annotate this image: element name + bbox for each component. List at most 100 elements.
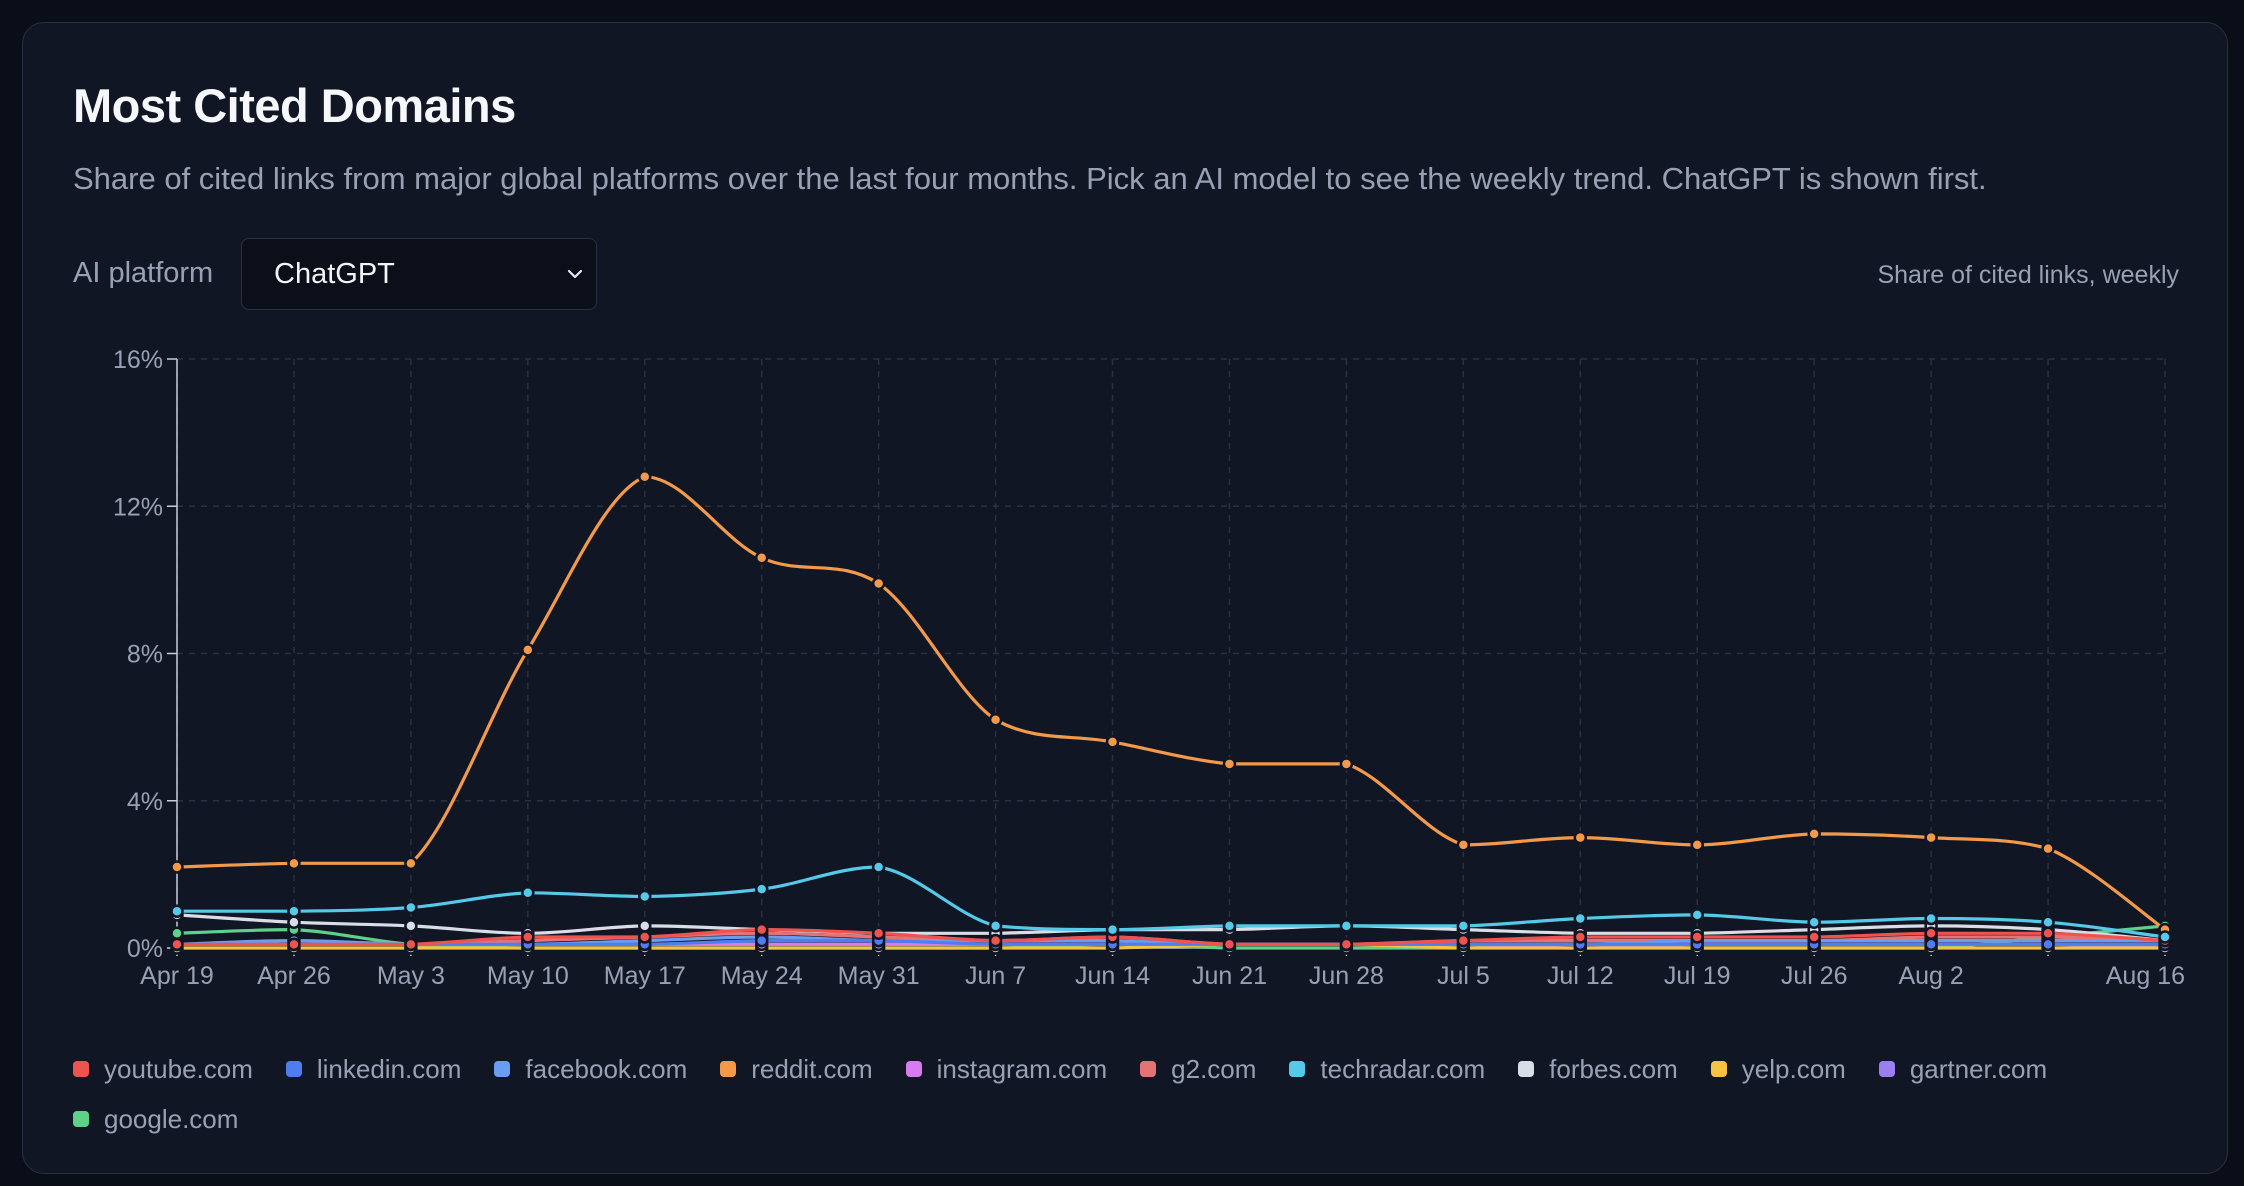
series-reddit-com xyxy=(170,470,2172,937)
data-point xyxy=(1222,937,1237,952)
data-point xyxy=(2041,915,2055,929)
legend-swatch xyxy=(1289,1061,1306,1077)
data-point xyxy=(287,937,301,952)
platform-select[interactable]: ChatGPT xyxy=(241,238,597,310)
data-point xyxy=(638,919,652,933)
chart-grid xyxy=(176,358,2166,948)
series-line xyxy=(176,475,2166,931)
data-point xyxy=(170,926,184,941)
x-tick-label: May 31 xyxy=(838,962,920,990)
data-point xyxy=(1690,908,1704,922)
legend-item[interactable]: instagram.com xyxy=(905,1053,1108,1085)
data-point xyxy=(1222,757,1237,771)
x-tick-label: May 24 xyxy=(721,962,803,990)
legend-swatch xyxy=(905,1061,922,1077)
legend-item[interactable]: google.com xyxy=(73,1103,238,1135)
series-line xyxy=(176,913,2166,943)
data-point xyxy=(1456,919,1471,933)
legend-swatch xyxy=(494,1061,511,1077)
legend-item[interactable]: g2.com xyxy=(1140,1053,1256,1085)
data-point xyxy=(404,937,418,952)
data-point xyxy=(871,860,886,874)
legend-item[interactable]: linkedin.com xyxy=(285,1053,462,1085)
legend-label: youtube.com xyxy=(104,1053,253,1084)
data-point xyxy=(2041,937,2055,952)
data-point xyxy=(1105,735,1120,749)
data-point xyxy=(2158,930,2172,944)
x-tick-label: Jun 21 xyxy=(1192,962,1267,990)
legend-swatch xyxy=(285,1061,302,1077)
data-point xyxy=(1924,926,1938,941)
legend-label: techradar.com xyxy=(1320,1053,1486,1084)
x-tick-label: Jun 28 xyxy=(1309,962,1384,990)
data-point xyxy=(871,926,886,941)
data-point xyxy=(1690,838,1704,852)
page-title: Most Cited Domains xyxy=(73,79,516,132)
series-line xyxy=(176,942,2165,950)
legend-item[interactable]: youtube.com xyxy=(73,1053,253,1085)
legend-label: forbes.com xyxy=(1549,1053,1678,1084)
y-tick-label: 0% xyxy=(127,935,163,963)
legend-swatch xyxy=(1710,1061,1727,1077)
x-tick-label: Apr 19 xyxy=(140,962,214,990)
series-techradar-com xyxy=(170,860,2172,944)
x-tick-label: Aug 2 xyxy=(1898,962,1963,990)
legend-item[interactable]: yelp.com xyxy=(1710,1053,1846,1085)
series-line xyxy=(176,865,2166,939)
y-tick-label: 8% xyxy=(127,641,163,669)
legend-label: linkedin.com xyxy=(316,1053,462,1084)
unit-note: Share of cited links, weekly xyxy=(1877,261,2179,289)
data-point xyxy=(638,470,652,484)
legend-swatch xyxy=(73,1111,89,1127)
x-tick-label: May 17 xyxy=(604,962,686,990)
data-point xyxy=(988,919,1003,933)
legend-item[interactable]: forbes.com xyxy=(1518,1053,1678,1085)
data-point xyxy=(1222,919,1237,933)
y-tick-label: 12% xyxy=(113,493,163,521)
chevron-down-icon xyxy=(567,269,583,279)
data-point xyxy=(1339,919,1354,933)
data-point xyxy=(754,551,769,565)
data-point xyxy=(988,933,1003,948)
legend-label: g2.com xyxy=(1171,1053,1257,1084)
legend-label: reddit.com xyxy=(751,1053,873,1084)
data-point xyxy=(404,856,418,871)
legend-item[interactable]: gartner.com xyxy=(1878,1053,2047,1085)
data-point xyxy=(170,904,184,918)
series-line xyxy=(176,938,2165,946)
legend-label: yelp.com xyxy=(1741,1053,1846,1084)
data-point xyxy=(521,930,535,944)
x-tick-label: Jul 19 xyxy=(1664,962,1731,990)
data-point xyxy=(754,933,769,948)
platform-label: AI platform xyxy=(73,257,214,289)
data-point xyxy=(287,904,301,918)
legend-label: facebook.com xyxy=(525,1053,688,1084)
legend-swatch xyxy=(73,1061,89,1077)
data-point xyxy=(170,937,184,952)
data-point xyxy=(638,889,652,904)
data-point xyxy=(404,919,418,933)
legend-item[interactable]: facebook.com xyxy=(494,1053,687,1085)
data-point xyxy=(1573,930,1588,944)
data-point xyxy=(170,860,184,874)
legend-item[interactable]: techradar.com xyxy=(1289,1053,1485,1085)
data-point xyxy=(1573,830,1588,845)
data-point xyxy=(1924,830,1938,845)
data-point xyxy=(754,922,769,937)
legend-item[interactable]: reddit.com xyxy=(720,1053,873,1085)
legend-swatch xyxy=(1140,1061,1157,1077)
data-point xyxy=(1690,930,1704,944)
x-tick-label: May 10 xyxy=(487,962,569,990)
x-tick-label: Aug 16 xyxy=(2106,962,2185,990)
data-point xyxy=(404,900,418,915)
x-tick-label: Jul 5 xyxy=(1437,962,1490,990)
x-tick-label: Jul 26 xyxy=(1781,962,1848,990)
y-tick-label: 4% xyxy=(127,788,163,816)
legend-label: google.com xyxy=(104,1103,239,1134)
legend-label: instagram.com xyxy=(936,1053,1108,1084)
series-youtube-com xyxy=(170,922,2172,952)
page-subtitle: Share of cited links from major global p… xyxy=(73,161,1987,196)
data-point xyxy=(1924,911,1938,926)
platform-select-value: ChatGPT xyxy=(274,258,395,290)
data-point xyxy=(2041,926,2055,941)
